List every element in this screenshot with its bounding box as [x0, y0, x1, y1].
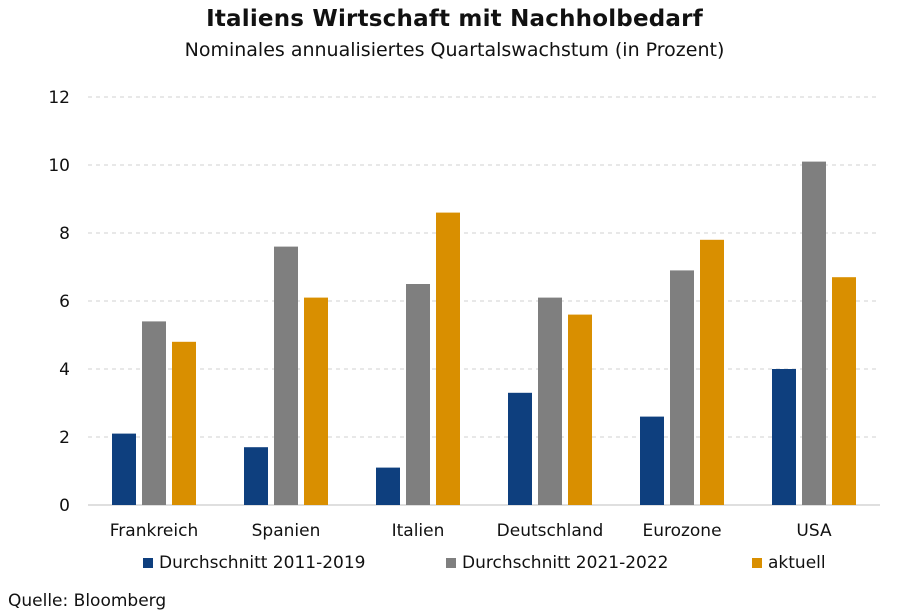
legend: Durchschnitt 2011-2019 Durchschnitt 2021… [0, 553, 909, 577]
bar-italien-series-1 [376, 467, 400, 505]
x-tick-label: Spanien [252, 521, 321, 541]
x-tick-label: Deutschland [497, 521, 604, 541]
y-tick-label: 6 [59, 292, 70, 312]
legend-label-series-2: Durchschnitt 2021-2022 [462, 553, 669, 573]
legend-swatch-series-3 [752, 558, 762, 568]
bar-italien-series-2 [406, 284, 430, 505]
x-tick-label: Eurozone [642, 521, 721, 541]
source-note: Quelle: Bloomberg [8, 591, 167, 611]
legend-item-series-3: aktuell [752, 553, 826, 573]
bar-deutschland-series-1 [508, 392, 532, 505]
legend-item-series-2: Durchschnitt 2021-2022 [446, 553, 668, 573]
bar-spanien-series-2 [274, 246, 298, 505]
y-tick-label: 2 [59, 428, 70, 448]
legend-swatch-series-1 [143, 558, 153, 568]
x-tick-label: Frankreich [110, 521, 199, 541]
bar-eurozone-series-1 [640, 416, 664, 505]
y-tick-label: 0 [59, 496, 70, 516]
x-tick-label: Italien [392, 521, 445, 541]
bar-deutschland-series-3 [568, 314, 592, 505]
chart-title: Italiens Wirtschaft mit Nachholbedarf [206, 6, 703, 32]
y-tick-label: 12 [48, 88, 70, 108]
bar-chart: 0 2 4 6 8 10 12 Frankreich Spanien Italien Deutsch… [48, 88, 880, 541]
bar-spanien-series-3 [304, 297, 328, 505]
bar-frankreich-series-3 [172, 341, 196, 505]
bar-usa-series-2 [802, 161, 826, 505]
bar-frankreich-series-2 [142, 321, 166, 505]
y-tick-label: 8 [59, 224, 70, 244]
bar-eurozone-series-3 [700, 239, 724, 506]
legend-swatch-series-2 [446, 558, 456, 568]
y-tick-label: 10 [48, 156, 70, 176]
bar-italien-series-3 [436, 212, 460, 505]
legend-label-series-1: Durchschnitt 2011-2019 [159, 553, 366, 573]
bar-frankreich-series-1 [112, 433, 136, 505]
chart-subtitle: Nominales annualisiertes Quartalswachstu… [184, 39, 725, 61]
y-tick-label: 4 [59, 360, 70, 380]
legend-item-series-1: Durchschnitt 2011-2019 [143, 553, 365, 573]
bar-eurozone-series-2 [670, 270, 694, 505]
bar-spanien-series-1 [244, 447, 268, 505]
bar-usa-series-1 [772, 369, 796, 505]
x-tick-label: USA [796, 521, 832, 541]
bar-usa-series-3 [832, 277, 856, 505]
legend-label-series-3: aktuell [768, 553, 826, 573]
bar-deutschland-series-2 [538, 297, 562, 505]
